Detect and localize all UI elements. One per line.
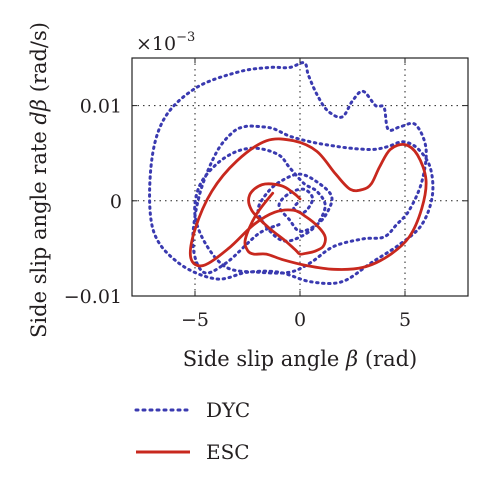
y-tick-label-0: −0.01 <box>64 286 122 308</box>
y-axis-label: Side slip angle rate dβ (rad/s) <box>27 22 51 338</box>
y-tick-label-2: 0.01 <box>80 96 122 118</box>
x-tick-label-0: −5 <box>181 309 209 331</box>
x-axis-label-symbol: β <box>345 347 358 371</box>
plot-frame <box>131 57 469 297</box>
legend-label-esc: ESC <box>206 440 250 464</box>
x-axis-label-main: Side slip angle <box>183 347 346 371</box>
series-line-dyc <box>148 61 435 286</box>
x-tick-label-2: 5 <box>399 309 411 331</box>
grid-lines <box>132 58 468 297</box>
axis-ticks: −5 0 5 −0.01 0 0.01 <box>64 58 468 331</box>
y-axis-label-main: Side slip angle rate <box>27 125 51 338</box>
x-multiplier-base: ×10 <box>136 33 176 55</box>
x-multiplier-label: ×10−3 <box>136 30 195 55</box>
y-axis-label-symbol: dβ <box>27 99 51 125</box>
series-line-esc <box>188 137 428 271</box>
x-multiplier-exponent: −3 <box>176 30 195 45</box>
legend-label-dyc: DYC <box>206 398 250 422</box>
x-tick-label-1: 0 <box>294 309 306 331</box>
series-group <box>148 61 435 286</box>
x-axis-label: Side slip angle β (rad) <box>183 347 418 371</box>
legend: DYC ESC <box>134 398 250 464</box>
y-axis-label-unit: (rad/s) <box>27 22 51 99</box>
x-axis-label-unit: (rad) <box>358 347 417 371</box>
y-tick-label-1: 0 <box>110 191 122 213</box>
